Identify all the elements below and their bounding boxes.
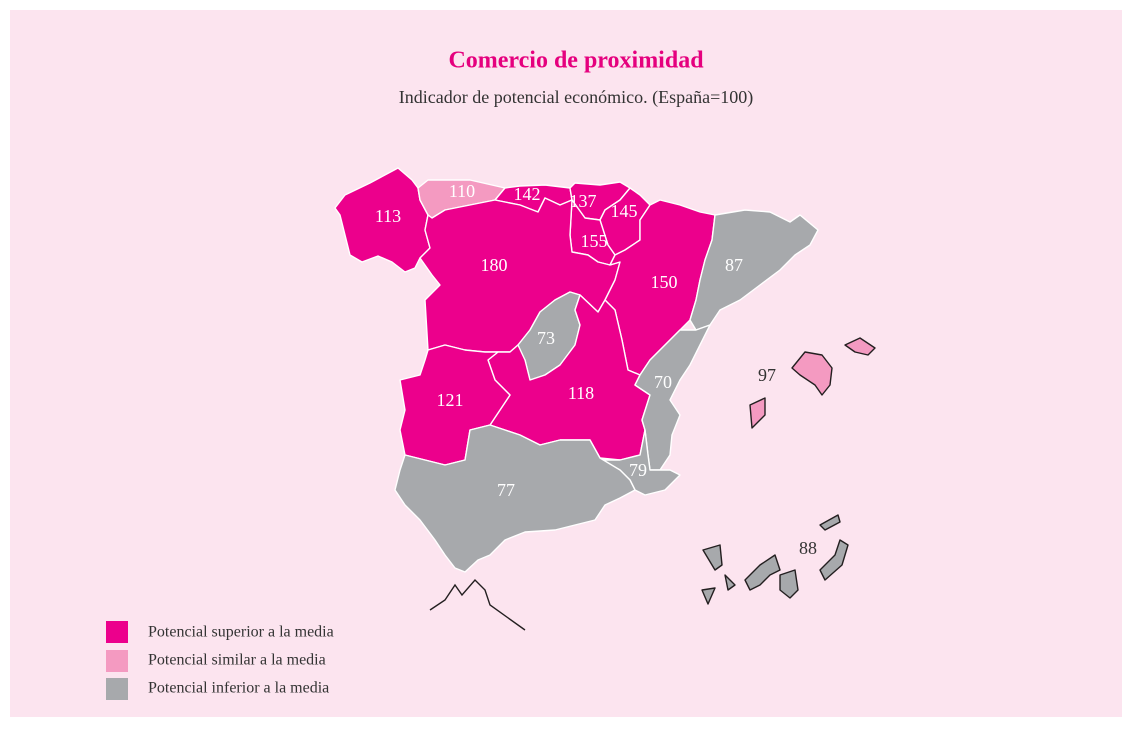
legend-swatch <box>106 650 128 672</box>
region-label: 77 <box>497 480 515 500</box>
coastline <box>429 578 526 631</box>
region-label: 88 <box>799 538 817 558</box>
region-label: 137 <box>570 191 597 211</box>
region-label: 155 <box>581 231 608 251</box>
region <box>791 351 833 396</box>
region-labels: 113 110 142 137 145 155 180 150 87 73 11… <box>375 181 817 558</box>
region <box>819 539 849 581</box>
region <box>844 337 876 356</box>
map-title: Comercio de proximidad <box>448 48 704 74</box>
legend-label: Potencial inferior a la media <box>148 680 329 697</box>
region-label: 180 <box>481 255 508 275</box>
region <box>689 209 819 331</box>
legend-swatch <box>106 678 128 700</box>
region-label: 142 <box>514 184 541 204</box>
region <box>779 569 799 599</box>
legend-swatch <box>106 621 128 643</box>
legend: Potencial superior a la media Potencial … <box>106 621 334 700</box>
region-label: 87 <box>725 255 743 275</box>
region <box>819 514 841 531</box>
region-label: 79 <box>629 460 647 480</box>
map-subtitle: Indicador de potencial económico. (Españ… <box>399 87 754 108</box>
region <box>749 397 766 429</box>
region-label: 73 <box>537 328 555 348</box>
region-label: 97 <box>758 365 776 385</box>
regions <box>334 167 876 631</box>
legend-label: Potencial similar a la media <box>148 652 326 669</box>
region-label: 145 <box>611 201 638 221</box>
legend-label: Potencial superior a la media <box>148 624 334 641</box>
region <box>744 554 781 591</box>
region <box>724 574 736 591</box>
region-label: 70 <box>654 372 672 392</box>
region-label: 150 <box>651 272 678 292</box>
region <box>702 544 723 571</box>
region-label: 113 <box>375 206 401 226</box>
region-label: 121 <box>437 390 464 410</box>
region-label: 118 <box>568 383 594 403</box>
region <box>394 424 636 573</box>
region <box>701 587 716 605</box>
region-label: 110 <box>449 181 475 201</box>
